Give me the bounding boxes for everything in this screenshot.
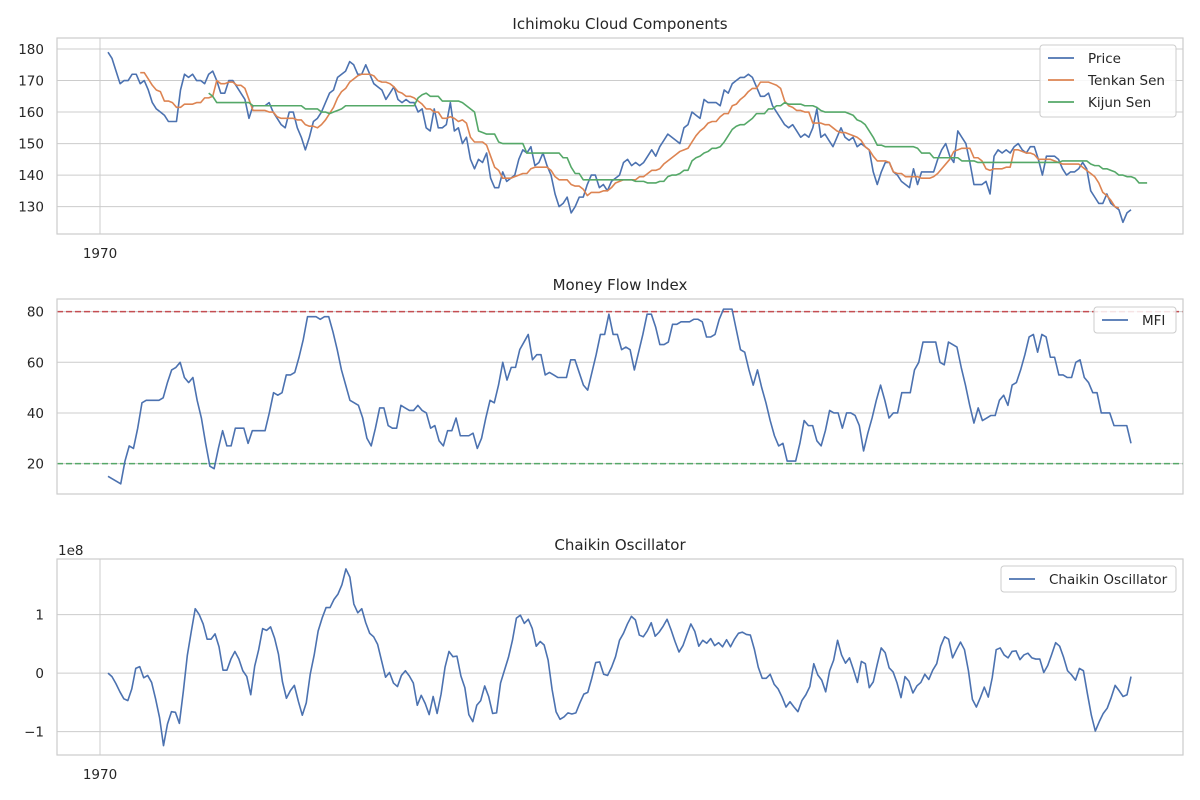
chaikin-x-tick-1970: 1970 (83, 767, 117, 783)
legend-box (1000, 565, 1177, 593)
legend-box (1093, 306, 1177, 334)
series-line-price (107, 51, 1132, 224)
series-line-chaikin-oscillator (107, 568, 1132, 747)
y-tick-label: 0 (35, 666, 44, 682)
mfi-panel: Money Flow Index 20 40 60 80 MFI (27, 276, 1184, 495)
mfi-frame (56, 298, 1184, 495)
mfi-title: Money Flow Index (553, 276, 688, 294)
y-tick-label: 40 (27, 406, 44, 422)
y-tick-label: 80 (27, 305, 44, 321)
y-tick-label: 20 (27, 457, 44, 473)
y-tick-label: −1 (24, 725, 44, 741)
ichimoku-frame (56, 37, 1184, 235)
chaikin-title: Chaikin Oscillator (554, 536, 686, 554)
y-tick-label: 130 (18, 200, 44, 216)
mfi-series (107, 308, 1132, 485)
y-tick-label: 150 (18, 137, 44, 153)
y-tick-label: 140 (18, 168, 44, 184)
mfi-reference-lines (57, 310, 1183, 465)
ichimoku-panel: Ichimoku Cloud Components 130 140 150 160 17… (18, 15, 1184, 262)
chaikin-ticks: −1 0 1 (24, 608, 44, 741)
legend-label: Price (1088, 51, 1121, 67)
chaikin-series (107, 568, 1132, 747)
chaikin-frame (56, 558, 1184, 756)
ichimoku-legend: Price Tenkan Sen Kijun Sen (1039, 44, 1177, 118)
legend-box (1039, 44, 1177, 118)
ichimoku-ticks: 130 140 150 160 170 180 (18, 42, 44, 216)
mfi-ticks: 20 40 60 80 (27, 305, 44, 473)
mfi-legend: MFI (1093, 306, 1177, 334)
y-tick-label: 170 (18, 74, 44, 90)
y-tick-label: 180 (18, 42, 44, 58)
ichimoku-series (107, 51, 1148, 224)
chaikin-offset-label: 1e8 (58, 543, 83, 559)
y-tick-label: 1 (35, 608, 44, 624)
chaikin-legend: Chaikin Oscillator (1000, 565, 1177, 593)
series-line-mfi (107, 308, 1132, 485)
chaikin-panel: Chaikin Oscillator 1e8 −1 0 1 1970 Chaikin… (24, 536, 1184, 783)
ichimoku-x-tick-1970: 1970 (83, 246, 117, 262)
y-tick-label: 160 (18, 105, 44, 121)
legend-label: Kijun Sen (1088, 95, 1151, 111)
ichimoku-title: Ichimoku Cloud Components (512, 15, 727, 33)
y-tick-label: 60 (27, 355, 44, 371)
legend-label: MFI (1142, 313, 1165, 329)
legend-label: Tenkan Sen (1087, 73, 1165, 89)
legend-label: Chaikin Oscillator (1049, 572, 1168, 588)
series-line-kijun-sen (208, 92, 1148, 184)
